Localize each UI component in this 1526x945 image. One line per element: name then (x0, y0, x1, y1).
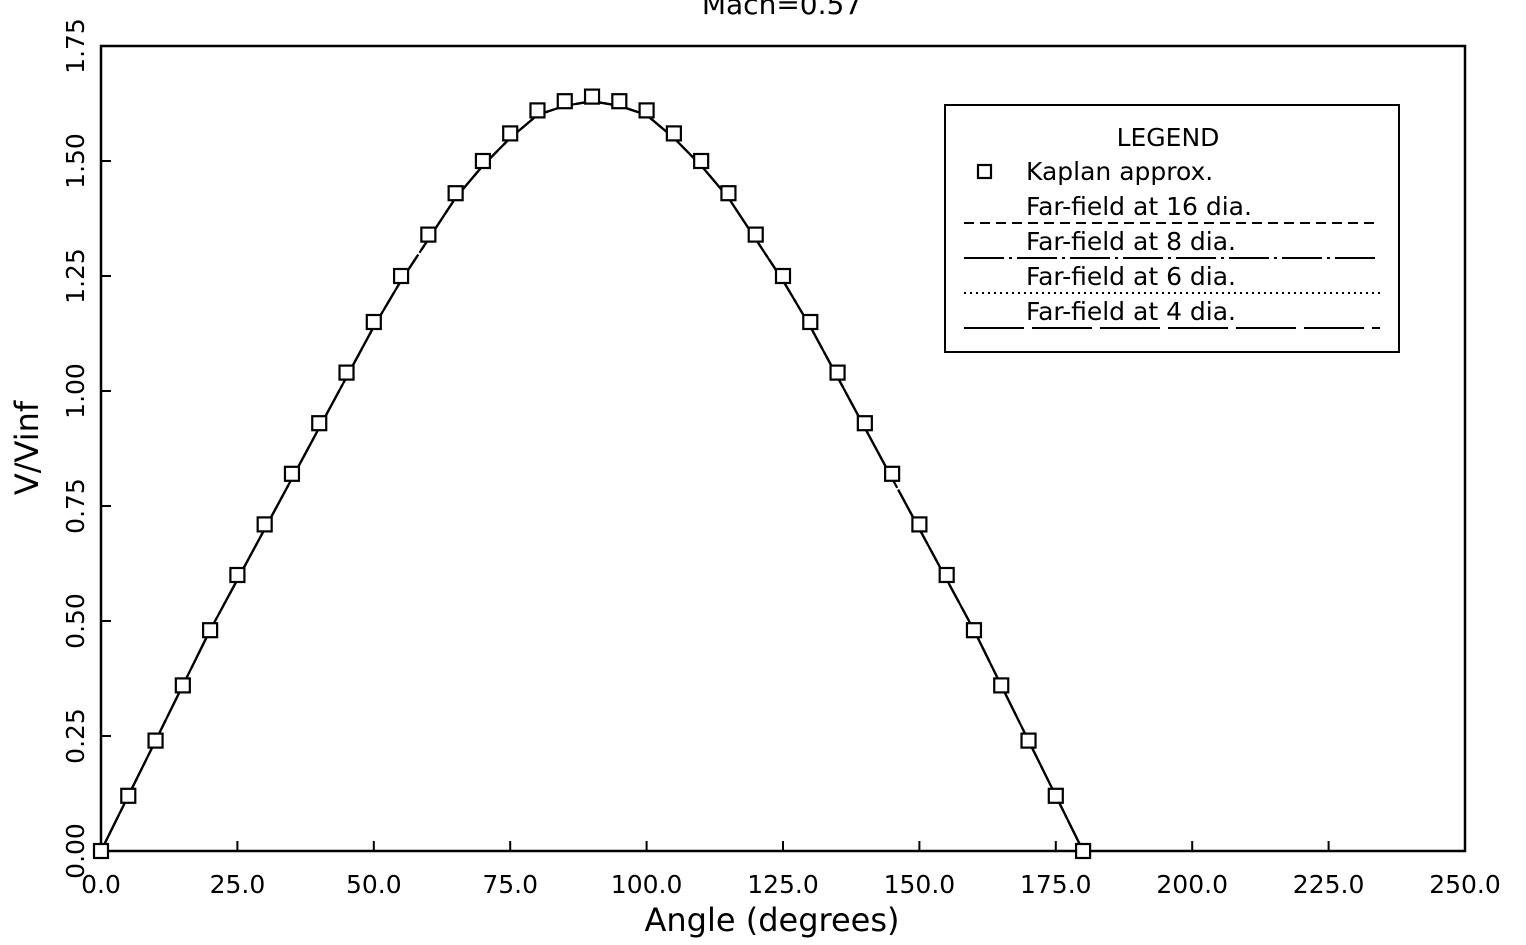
kaplan-marker (638, 102, 655, 119)
x-tick-label: 175.0 (1020, 870, 1092, 899)
y-tick-label: 0.25 (61, 708, 90, 764)
kaplan-marker (556, 93, 573, 110)
series-line-4 (100, 100, 1085, 852)
y-axis: 0.00 0.25 0.50 0.75 1.00 1.25 1.50 1.75 (61, 18, 111, 879)
kaplan-marker (583, 88, 601, 105)
x-axis-title: Angle (degrees) (644, 901, 899, 939)
legend-label: Far-field at 8 dia. (1026, 227, 1236, 256)
legend: LEGEND Kaplan approx. Far-field at 16 dia… (944, 104, 1400, 353)
x-tick-label: 75.0 (482, 870, 538, 899)
kaplan-marker (856, 415, 873, 432)
x-tick-label: 0.0 (81, 870, 121, 899)
kaplan-marker (174, 677, 191, 694)
legend-label: Far-field at 6 dia. (1026, 262, 1236, 291)
kaplan-marker (829, 364, 846, 381)
kaplan-marker (365, 313, 382, 331)
legend-label: Kaplan approx. (1026, 157, 1213, 186)
kaplan-marker (965, 622, 983, 639)
kaplan-marker (747, 226, 764, 243)
legend-title: LEGEND (1117, 123, 1220, 152)
kaplan-marker (529, 102, 546, 119)
x-tick-label: 25.0 (210, 870, 266, 899)
kaplan-marker (120, 787, 137, 804)
kaplan-marker (938, 566, 955, 584)
kaplan-marker (720, 185, 737, 202)
kaplan-marker (202, 622, 219, 639)
kaplan-marker (1047, 787, 1064, 804)
kaplan-marker (802, 313, 819, 331)
legend-marker-square (976, 163, 993, 180)
kaplan-marker (256, 516, 273, 533)
kaplan-marker (774, 267, 792, 285)
kaplan-marker (147, 732, 164, 749)
x-tick-label: 200.0 (1156, 870, 1228, 899)
kaplan-marker (911, 516, 928, 533)
y-axis-title: V/Vinf (8, 400, 46, 495)
y-tick-label: 1.75 (61, 18, 90, 74)
legend-label: Far-field at 4 dia. (1026, 297, 1236, 326)
y-tick-label: 1.00 (61, 363, 90, 419)
x-axis: 0.0 25.0 50.0 75.0 100.0 125.0 150.0 175.0 200.0… (81, 841, 1501, 899)
kaplan-marker (884, 465, 901, 482)
legend-entries: Kaplan approx. Far-field at 16 dia. Far-fi… (964, 157, 1380, 329)
x-tick-label: 50.0 (346, 870, 402, 899)
kaplan-marker (502, 125, 519, 142)
x-tick-label: 100.0 (611, 870, 683, 899)
kaplan-marker (665, 125, 682, 142)
y-tick-label: 0.75 (61, 478, 90, 534)
x-tick-label: 125.0 (747, 870, 819, 899)
y-tick-label: 0.50 (61, 593, 90, 649)
series-line-2 (100, 100, 1085, 852)
x-tick-label: 250.0 (1429, 870, 1501, 899)
legend-box (944, 104, 1400, 353)
kaplan-marker (474, 152, 492, 170)
x-tick-label: 150.0 (884, 870, 956, 899)
kaplan-marker (611, 93, 628, 110)
kaplan-marker (283, 465, 301, 482)
kaplan-marker (311, 415, 328, 432)
kaplan-marker (392, 267, 410, 285)
kaplan-marker (92, 842, 110, 860)
series-line-1 (100, 100, 1085, 852)
y-tick-label: 1.50 (61, 133, 90, 189)
kaplan-marker (229, 566, 246, 584)
series-line-3 (100, 100, 1085, 852)
kaplan-marker (1074, 842, 1092, 860)
series-layer (100, 100, 1085, 852)
chart-title: Mach=0.57 (702, 0, 862, 21)
kaplan-marker (447, 185, 464, 202)
x-tick-label: 225.0 (1293, 870, 1365, 899)
y-tick-label: 0.00 (61, 823, 90, 879)
kaplan-marker (993, 677, 1010, 694)
y-tick-label: 1.25 (61, 248, 90, 304)
kaplan-marker (1020, 732, 1037, 749)
marker-layer (92, 88, 1092, 860)
kaplan-marker (338, 364, 355, 381)
kaplan-marker (693, 152, 710, 170)
kaplan-marker (420, 226, 437, 243)
legend-label: Far-field at 16 dia. (1026, 192, 1252, 221)
